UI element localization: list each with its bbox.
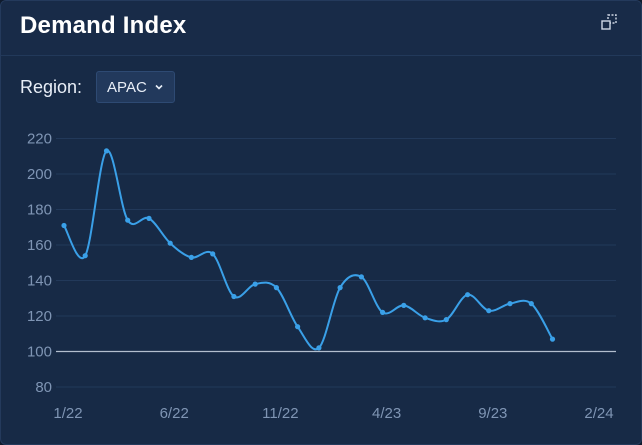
data-point [465, 292, 471, 298]
data-point [295, 324, 301, 330]
x-tick-label: 1/22 [53, 405, 82, 422]
data-point [61, 222, 67, 229]
data-point [422, 315, 428, 321]
data-point [358, 274, 364, 280]
y-tick-label: 180 [27, 202, 52, 219]
region-label: Region: [20, 76, 83, 97]
data-point [146, 215, 152, 221]
card-header: Demand Index [1, 1, 641, 56]
demand-line-chart: 80 100 120 140 160 180 200 220 1/22 6/22 11/22 4/23… [27, 131, 616, 422]
y-tick-label: 140 [27, 273, 52, 290]
data-point [401, 302, 407, 308]
data-point [167, 240, 173, 246]
data-point [337, 285, 343, 291]
series-line [63, 149, 554, 351]
x-tick-label: 2/24 [584, 405, 613, 422]
data-point [188, 254, 194, 260]
region-filter: Region: APAC [20, 71, 175, 103]
region-value: APAC [107, 78, 147, 96]
data-point [103, 148, 110, 154]
data-point [210, 251, 216, 257]
chevron-down-icon [155, 84, 163, 90]
x-tick-label: 6/22 [160, 405, 189, 422]
y-tick-label: 80 [35, 379, 52, 396]
y-tick-label: 200 [27, 166, 52, 183]
x-tick-label: 4/23 [372, 405, 401, 422]
data-point [316, 345, 322, 351]
y-tick-label: 120 [27, 308, 52, 325]
y-tick-label: 160 [27, 237, 52, 254]
x-tick-label: 9/23 [478, 405, 507, 422]
data-point [82, 253, 88, 259]
card-title: Demand Index [20, 12, 187, 39]
data-point [125, 217, 131, 223]
data-point [273, 285, 279, 291]
data-point [528, 301, 534, 307]
x-tick-label: 11/22 [262, 405, 298, 422]
y-tick-label: 100 [27, 344, 52, 361]
data-point [252, 281, 258, 287]
data-point [380, 309, 386, 315]
data-point [549, 336, 556, 342]
data-point [231, 293, 237, 300]
expand-icon[interactable] [601, 14, 617, 30]
y-tick-label: 220 [27, 131, 52, 148]
data-point [486, 308, 492, 314]
data-point [443, 317, 449, 323]
region-select[interactable]: APAC [96, 71, 175, 103]
data-point [507, 301, 513, 307]
